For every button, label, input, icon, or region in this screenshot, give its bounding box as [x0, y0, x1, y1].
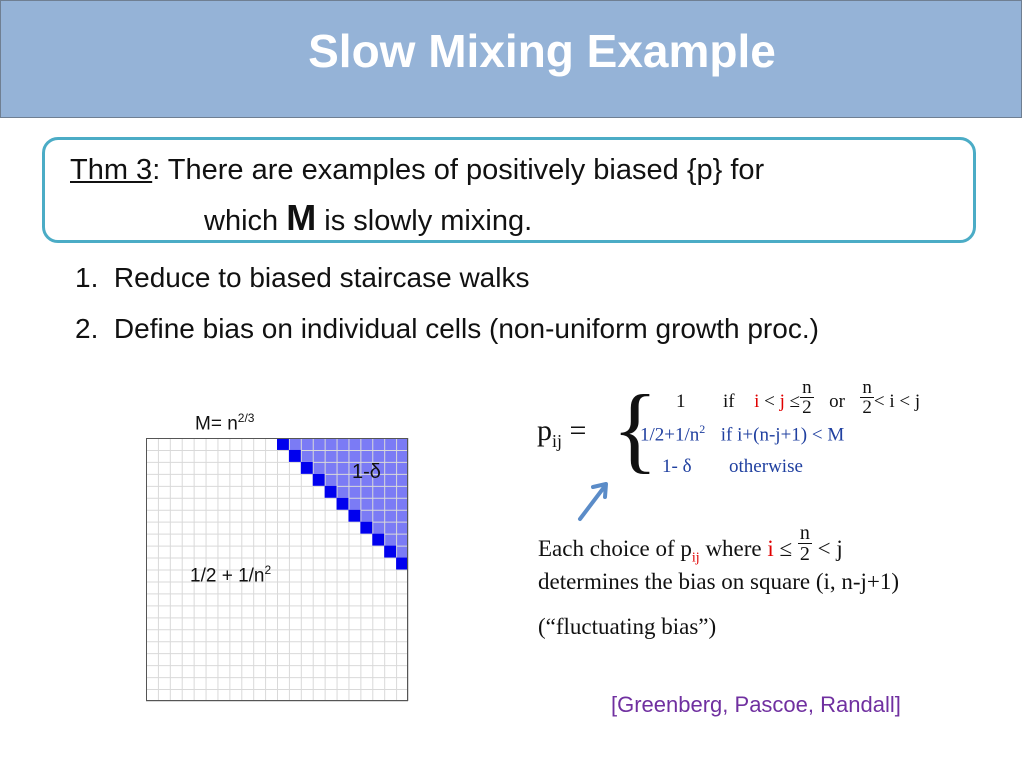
list-item: 1. Reduce to biased staircase walks [75, 264, 529, 292]
formula-lhs: pij = [537, 414, 586, 452]
formula-case-1: 1 if i < j ≤ n 2 or n 2 < i < j [676, 378, 921, 417]
staircase-grid-figure [146, 438, 409, 707]
staircase-cell [360, 521, 373, 534]
markov-chain-symbol: M [286, 197, 317, 238]
staircase-cell [396, 557, 408, 570]
staircase-cell [312, 473, 325, 486]
theorem-label: Thm 3 [70, 154, 153, 186]
formula-case-2: 1/2+1/n2 if i+(n-j+1) < M [640, 423, 844, 444]
left-brace: { [612, 375, 659, 482]
fraction-denominator: 2 [802, 397, 812, 418]
case1-lt: < [764, 390, 775, 412]
citation: [Greenberg, Pascoe, Randall] [611, 692, 901, 717]
list-number: 1. [75, 262, 99, 293]
grid-border [146, 438, 408, 701]
case1-if: if [723, 390, 735, 412]
theorem-text-1: : There are examples of positively biase… [152, 154, 765, 186]
delta-region-label: 1-δ [352, 461, 381, 483]
description-line-2: determines the bias on square (i, n-j+1) [538, 569, 900, 594]
fraction-denominator: 2 [862, 397, 872, 418]
m-label: M= n2/3 [195, 411, 254, 435]
staircase-cell [336, 497, 349, 510]
staircase-cell [300, 461, 313, 474]
equals-sign: = [562, 414, 587, 447]
case3-condition: otherwise [729, 456, 803, 477]
staircase-cell [384, 545, 397, 558]
case1-i: i [754, 390, 760, 412]
staircase-cell [372, 533, 385, 546]
staircase-cell [324, 485, 337, 498]
theorem-line-2: which M is slowly mixing. [204, 200, 532, 236]
fraction-numerator: n [860, 377, 874, 398]
case2-condition: if i+(n-j+1) < M [720, 424, 845, 446]
fraction-numerator: n [800, 377, 814, 398]
formula-case-3: 1- δ otherwise [662, 457, 803, 476]
case2-value: 1/2+1/n [640, 424, 700, 446]
fraction-numerator: n [797, 522, 812, 545]
case1-le: ≤ [789, 390, 801, 412]
case1-value: 1 [676, 390, 686, 412]
p-symbol: p [537, 414, 552, 447]
theorem-box [42, 137, 976, 243]
list-number: 2. [75, 313, 99, 344]
list-item: 2. Define bias on individual cells (non-… [75, 315, 819, 343]
description-line-3: (“fluctuating bias”) [538, 614, 717, 639]
case1-rest: < i < j [873, 390, 921, 412]
staircase-grid [146, 438, 409, 702]
p-subscript: ij [552, 431, 563, 451]
desc-le: ≤ [773, 536, 798, 561]
desc-text: Each choice of p [538, 536, 692, 561]
list-text: Reduce to biased staircase walks [113, 262, 530, 293]
case1-or: or [829, 390, 845, 412]
case1-j: j [779, 390, 785, 412]
staircase-cell [348, 509, 361, 522]
m-label-exponent: 2/3 [237, 411, 255, 425]
fraction-denominator: 2 [799, 543, 810, 566]
desc-text: where [699, 536, 768, 561]
desc-text: < j [811, 536, 843, 561]
theorem-line-1: Thm 3: There are examples of positively … [70, 156, 764, 185]
list-text: Define bias on individual cells (non-uni… [113, 313, 819, 344]
case3-value: 1- δ [662, 456, 692, 477]
title-bar [0, 0, 1022, 118]
desc-subscript: ij [691, 550, 700, 566]
m-label-base: M= n [195, 413, 238, 435]
half-label-base: 1/2 + 1/n [190, 565, 265, 587]
staircase-cell [288, 449, 301, 462]
case2-exponent: 2 [699, 422, 706, 436]
staircase-cell [277, 438, 289, 450]
theorem-text-2b: is slowly mixing. [316, 205, 533, 237]
half-region-label: 1/2 + 1/n2 [190, 563, 271, 587]
desc-i: i [767, 536, 774, 561]
theorem-text-2a: which [204, 205, 287, 237]
arrow-icon [578, 482, 608, 521]
half-label-exponent: 2 [264, 563, 272, 577]
slide-title: Slow Mixing Example [308, 25, 776, 77]
